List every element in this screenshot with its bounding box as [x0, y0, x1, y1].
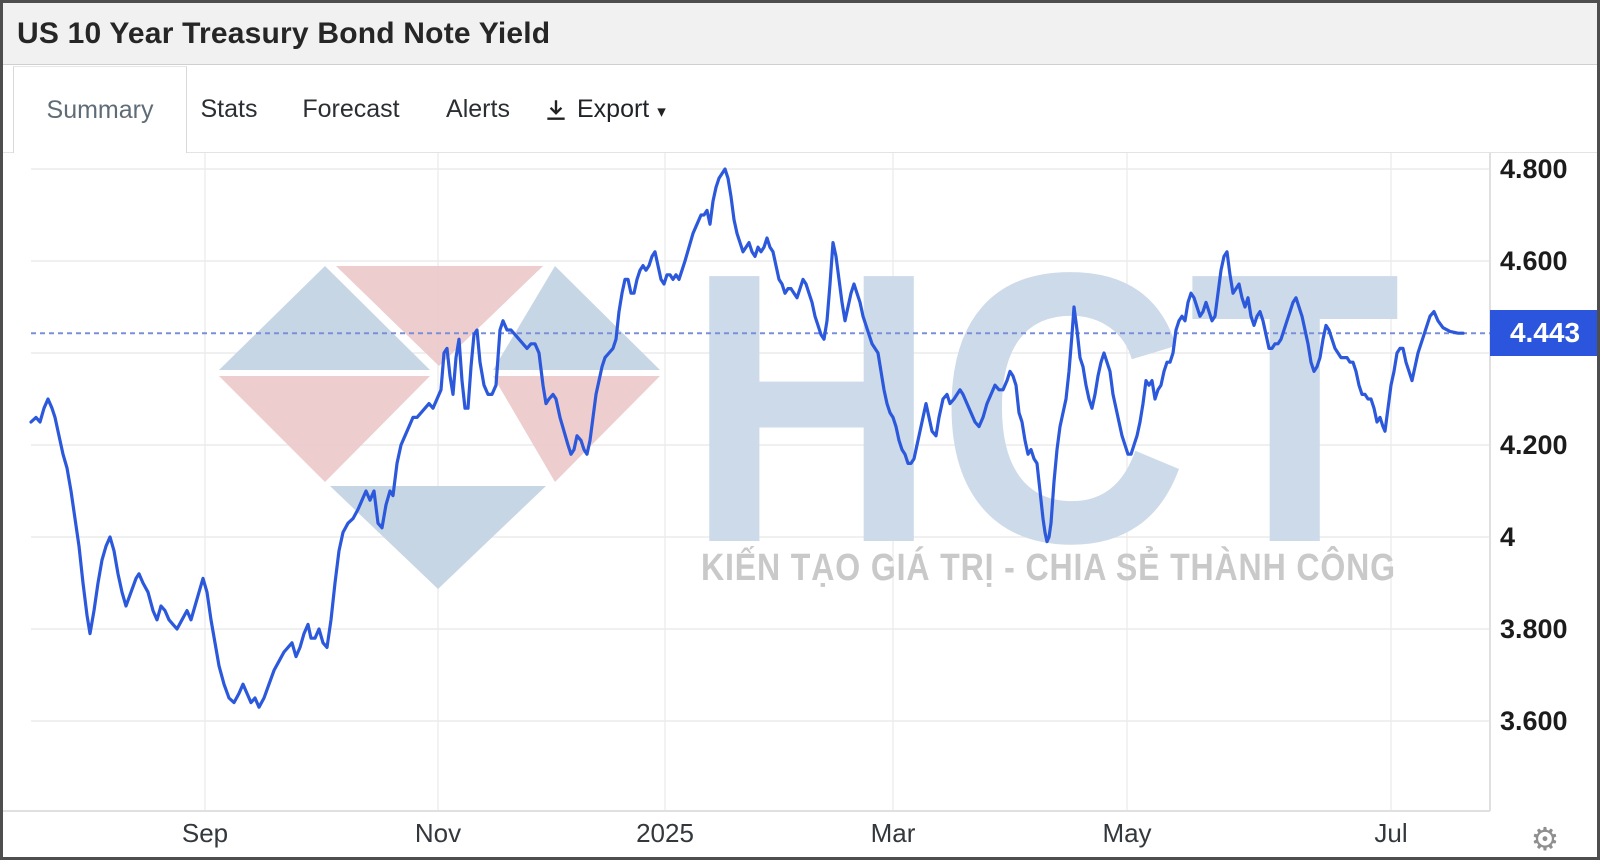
- x-axis-label: Jul: [1374, 818, 1408, 848]
- tab-stats[interactable]: Stats: [200, 95, 258, 123]
- y-axis-label: 4.200: [1500, 430, 1568, 460]
- tab-alerts[interactable]: Alerts: [446, 95, 510, 123]
- download-icon: [543, 97, 569, 123]
- x-axis-label: 2025: [636, 818, 694, 848]
- chart-plot-area[interactable]: HCT KIẾN TẠO GIÁ TRỊ - CHIA SẺ THÀNH CÔN…: [3, 153, 1600, 860]
- settings-gear-icon[interactable]: ⚙: [1530, 820, 1560, 858]
- tab-summary[interactable]: Summary: [13, 66, 187, 153]
- y-axis-label: 3.600: [1500, 706, 1568, 736]
- y-axis-label: 4: [1500, 522, 1516, 552]
- y-axis-label: 4.600: [1500, 246, 1568, 276]
- export-caret-icon: ▾: [657, 101, 666, 121]
- x-axis-label: May: [1102, 818, 1152, 848]
- tab-forecast[interactable]: Forecast: [302, 95, 400, 123]
- x-axis-label: Nov: [414, 818, 462, 848]
- watermark-slogan: KIẾN TẠO GIÁ TRỊ - CHIA SẺ THÀNH CÔNG: [701, 544, 1396, 589]
- chart-gridlines: [3, 153, 1491, 812]
- yield-line-series: [29, 167, 1465, 709]
- tab-bar-divider: [3, 152, 1597, 153]
- watermark-brand-text: HCT: [686, 192, 1401, 623]
- watermark-logo: [219, 266, 660, 589]
- title-bar: US 10 Year Treasury Bond Note Yield: [3, 3, 1597, 65]
- export-label: Export: [577, 95, 650, 123]
- chart-region: HCT KIẾN TẠO GIÁ TRỊ - CHIA SẺ THÀNH CÔN…: [3, 153, 1600, 860]
- page-title: US 10 Year Treasury Bond Note Yield: [17, 16, 551, 50]
- y-axis-label: 4.800: [1500, 154, 1568, 184]
- x-axis-label: Sep: [181, 818, 229, 848]
- current-value-badge: 4.443: [1490, 310, 1597, 357]
- tab-bar: Summary Stats Forecast Alerts Export ▾: [3, 66, 1597, 153]
- x-axis-label: Mar: [870, 818, 916, 848]
- export-button[interactable]: Export ▾: [543, 66, 666, 153]
- y-axis-label: 3.800: [1500, 614, 1568, 644]
